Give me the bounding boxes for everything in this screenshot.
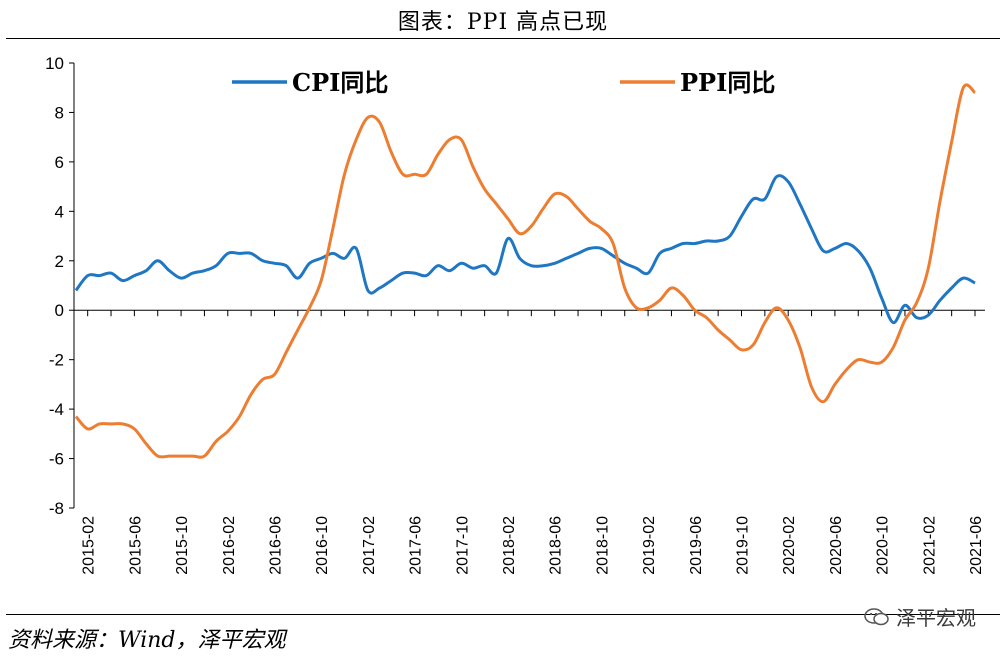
legend-label-ppi-line: PPI同比 (680, 68, 775, 97)
x-tick-label: 2018-02 (501, 516, 518, 575)
y-tick-label: -6 (49, 450, 64, 469)
x-tick-label: 2015-10 (174, 516, 191, 575)
top-rule (6, 38, 1000, 39)
y-tick-label: 6 (55, 153, 64, 172)
ppi-line (74, 83, 977, 459)
watermark: 泽平宏观 (864, 602, 976, 631)
legend-label-cpi-line: CPI同比 (292, 68, 388, 97)
x-tick-label: 2017-06 (408, 516, 425, 575)
y-tick-label: -2 (49, 351, 64, 370)
x-tick-label: 2021-02 (921, 516, 938, 575)
x-tick-label: 2016-10 (314, 516, 331, 575)
x-tick-label: 2017-10 (454, 516, 471, 575)
x-tick-label: 2016-02 (221, 516, 238, 575)
wechat-icon (864, 607, 889, 625)
bottom-rule (6, 614, 1000, 615)
line-chart: -8 -6 -4 -2 0 2 4 6 8 10 2015-02 2015-06 2015-10 2016… (45, 54, 985, 575)
x-tick-label: 2021-06 (968, 516, 985, 575)
source-note: 资料来源：Wind，泽平宏观 (8, 628, 286, 653)
x-tick-label: 2018-10 (594, 516, 611, 575)
x-tick-label: 2019-10 (734, 516, 751, 575)
y-tick-label: -4 (49, 400, 64, 419)
chart-title: 图表：PPI 高点已现 (397, 10, 609, 35)
x-tick-label: 2019-02 (641, 516, 658, 575)
x-tick-label: 2020-10 (875, 516, 892, 575)
watermark-text: 泽平宏观 (896, 606, 976, 630)
y-tick-label: 2 (55, 252, 64, 271)
cpi-line (74, 174, 976, 325)
x-tick-label: 2015-02 (81, 516, 98, 575)
x-tick-label: 2015-06 (127, 516, 144, 575)
x-tick-label: 2020-06 (828, 516, 845, 575)
y-tick-label: 0 (55, 301, 64, 320)
x-tick-label: 2018-06 (548, 516, 565, 575)
x-tick-label: 2017-02 (361, 516, 378, 575)
y-tick-label: 8 (55, 103, 64, 122)
x-tick-label: 2020-02 (781, 516, 798, 575)
y-tick-label: 10 (45, 54, 64, 73)
y-tick-label: -8 (49, 499, 64, 518)
y-tick-label: 4 (55, 202, 64, 221)
x-tick-label: 2016-06 (267, 516, 284, 575)
x-tick-label: 2019-06 (688, 516, 705, 575)
